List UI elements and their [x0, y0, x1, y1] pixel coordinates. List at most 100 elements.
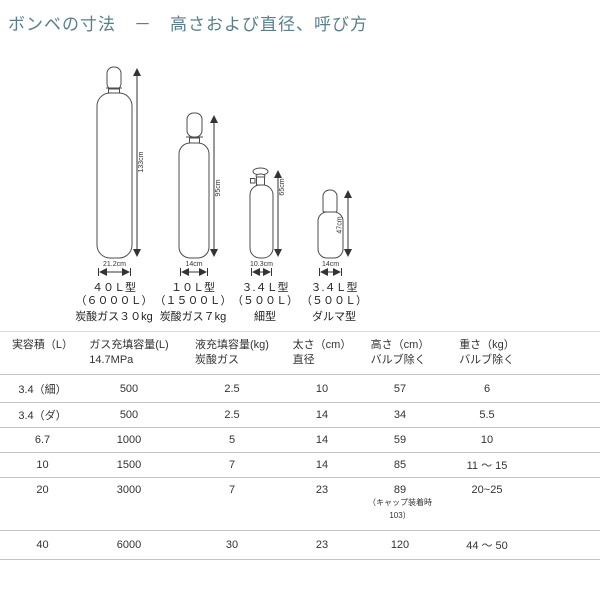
table-cell: 10: [480, 434, 494, 446]
width-dim-label: 10.3cm: [250, 261, 273, 268]
height-dim-label: 95cm: [215, 179, 222, 196]
table-cell: 5: [228, 434, 236, 446]
cylinder-capacity-label: （１５００Ｌ）: [154, 295, 232, 307]
table-cell: 3.4（ダ）: [18, 410, 67, 422]
cylinder-capacity-label: （６０００Ｌ）: [75, 295, 153, 307]
cylinder-desc-label: 炭酸ガス７kg: [159, 311, 227, 323]
header-actual-volume: 実容積（L）: [11, 339, 74, 351]
cylinder-type-label: ３.４Ｌ型: [241, 282, 289, 294]
cylinder-3-4l-daruma: 47cm 14cm: [317, 189, 352, 276]
table-cell: 2.5: [224, 382, 240, 395]
header-height: 高さ（cm） バルブ除く: [370, 339, 430, 366]
page-title: ボンベの寸法 － 高さおよび直径、呼び方: [8, 15, 368, 34]
table-cell: 40: [36, 539, 49, 551]
cell-note: （キャップ装着時: [368, 498, 432, 507]
cylinder-neck: [108, 88, 120, 94]
table-row: 20 3000 7 23 89 （キャップ装着時 103） 20~25: [0, 478, 600, 531]
table-cell: 6000: [116, 539, 142, 551]
cylinder-diagram: 133cm 21.2cm 95cm 14cm: [96, 66, 352, 276]
table-cell: 500: [119, 382, 139, 395]
table-cell: 3000: [116, 484, 142, 496]
height-dim-label: 133cm: [138, 151, 145, 172]
table-cell: 7: [228, 459, 236, 471]
table-cell: 89 （キャップ装着時 103）: [353, 478, 447, 531]
spec-table: 実容積（L） ガス充填容量(L) 14.7MPa 液充填容量(kg) 炭酸ガス 太さ…: [0, 331, 600, 560]
table-cell: 85: [393, 459, 407, 471]
table-cell: 14: [315, 409, 329, 421]
cylinder-40l: 133cm 21.2cm: [96, 66, 145, 276]
cylinder-body: [178, 142, 210, 259]
header-liquid-fill: 液充填容量(kg) 炭酸ガス: [195, 339, 269, 366]
table-cell: 20~25: [471, 484, 503, 496]
header-diameter: 太さ（cm） 直径: [292, 339, 352, 366]
table-cell: 34: [393, 409, 407, 421]
valve-stem: [256, 176, 265, 186]
cylinder-body: [249, 184, 274, 259]
cell-note: 103）: [389, 511, 411, 520]
header-gas-fill: ガス充填容量(L) 14.7MPa: [89, 339, 169, 366]
table-cell: 3.4（細）: [18, 383, 67, 396]
cylinder-type-label: ３.４Ｌ型: [310, 282, 358, 294]
table-cell: 1000: [116, 434, 142, 446]
table-cell: 1500: [116, 459, 142, 471]
spacer-cell: [527, 478, 600, 531]
valve-outlet: [250, 178, 256, 184]
cylinder-caption-10l: １０Ｌ型 （１５００Ｌ） 炭酸ガス７kg: [128, 282, 258, 324]
spacer-cell: [527, 453, 600, 478]
cylinder-3-4l-slim: 65cm 10.3cm: [249, 167, 286, 276]
table-cell: 14: [315, 434, 329, 446]
table-row: 6.7 1000 5 14 59 10: [0, 428, 600, 453]
table-cell: 7: [228, 484, 236, 496]
table-cell: 20: [36, 484, 49, 496]
table-cell: 11 ～ 15: [466, 460, 508, 472]
cylinder-caption-3-4l-daruma: ３.４Ｌ型 （５００Ｌ） ダルマ型: [269, 282, 399, 324]
cylinder-body: [96, 92, 133, 259]
spacer-cell: [527, 403, 600, 428]
cylinder-body: [317, 211, 344, 259]
cylinder-desc-label: 細型: [254, 311, 276, 323]
table-cell: 10: [315, 382, 329, 395]
cylinder-type-label: ４０Ｌ型: [92, 282, 136, 294]
table-cell: 23: [315, 539, 329, 551]
table-cell: 59: [393, 434, 407, 446]
table-cell: 23: [315, 484, 329, 496]
table-row: 3.4（細） 500 2.5 10 57 6: [0, 375, 600, 403]
table-cell: 500: [119, 409, 139, 421]
height-dim-label: 65cm: [279, 178, 286, 195]
spacer-cell: [527, 332, 600, 375]
cylinder-type-label: １０Ｌ型: [171, 282, 215, 294]
cylinder-desc-label: ダルマ型: [312, 311, 356, 323]
cylinder-caption-40l: ４０Ｌ型 （６０００Ｌ） 炭酸ガス３０kg: [49, 282, 179, 324]
cylinder-cap: [186, 112, 203, 138]
cylinder-cap: [106, 66, 122, 91]
table-cell: 2.5: [224, 409, 240, 421]
table-cell: 6.7: [34, 434, 51, 446]
spacer-cell: [527, 428, 600, 453]
table-row: 10 1500 7 14 85 11 ～ 15: [0, 453, 600, 478]
spacer-cell: [527, 375, 600, 403]
table-cell: 5.5: [479, 409, 495, 421]
table-cell: 44 ～ 50: [466, 540, 508, 552]
table-cell: 30: [225, 539, 239, 551]
width-dim-label: 14cm: [322, 261, 339, 268]
cylinder-desc-label: 炭酸ガス３０kg: [75, 311, 153, 323]
header-weight: 重さ（kg） バルブ除く: [459, 339, 515, 366]
spacer-cell: [527, 531, 600, 560]
table-cell: 120: [390, 539, 410, 551]
cylinder-capacity-label: （５００Ｌ）: [301, 295, 367, 307]
cylinder-caption-3-4l-slim: ３.４Ｌ型 （５００Ｌ） 細型: [200, 282, 330, 324]
table-cell: 57: [393, 382, 407, 395]
width-dim-label: 21.2cm: [103, 261, 126, 268]
cylinder-capacity-label: （５００Ｌ）: [232, 295, 298, 307]
table-cell: 10: [36, 459, 49, 471]
table-row: 40 6000 30 23 120 44 ～ 50: [0, 531, 600, 560]
table-cell: 14: [315, 459, 329, 471]
table-cell: 6: [483, 382, 491, 395]
cylinder-neck: [189, 137, 200, 144]
width-dim-label: 14cm: [185, 261, 202, 268]
header-row: 実容積（L） ガス充填容量(L) 14.7MPa 液充填容量(kg) 炭酸ガス 太さ…: [0, 332, 600, 375]
height-dim-label: 47cm: [337, 216, 344, 233]
table-row: 3.4（ダ） 500 2.5 14 34 5.5: [0, 403, 600, 428]
cylinder-10l: 95cm 14cm: [178, 112, 222, 276]
